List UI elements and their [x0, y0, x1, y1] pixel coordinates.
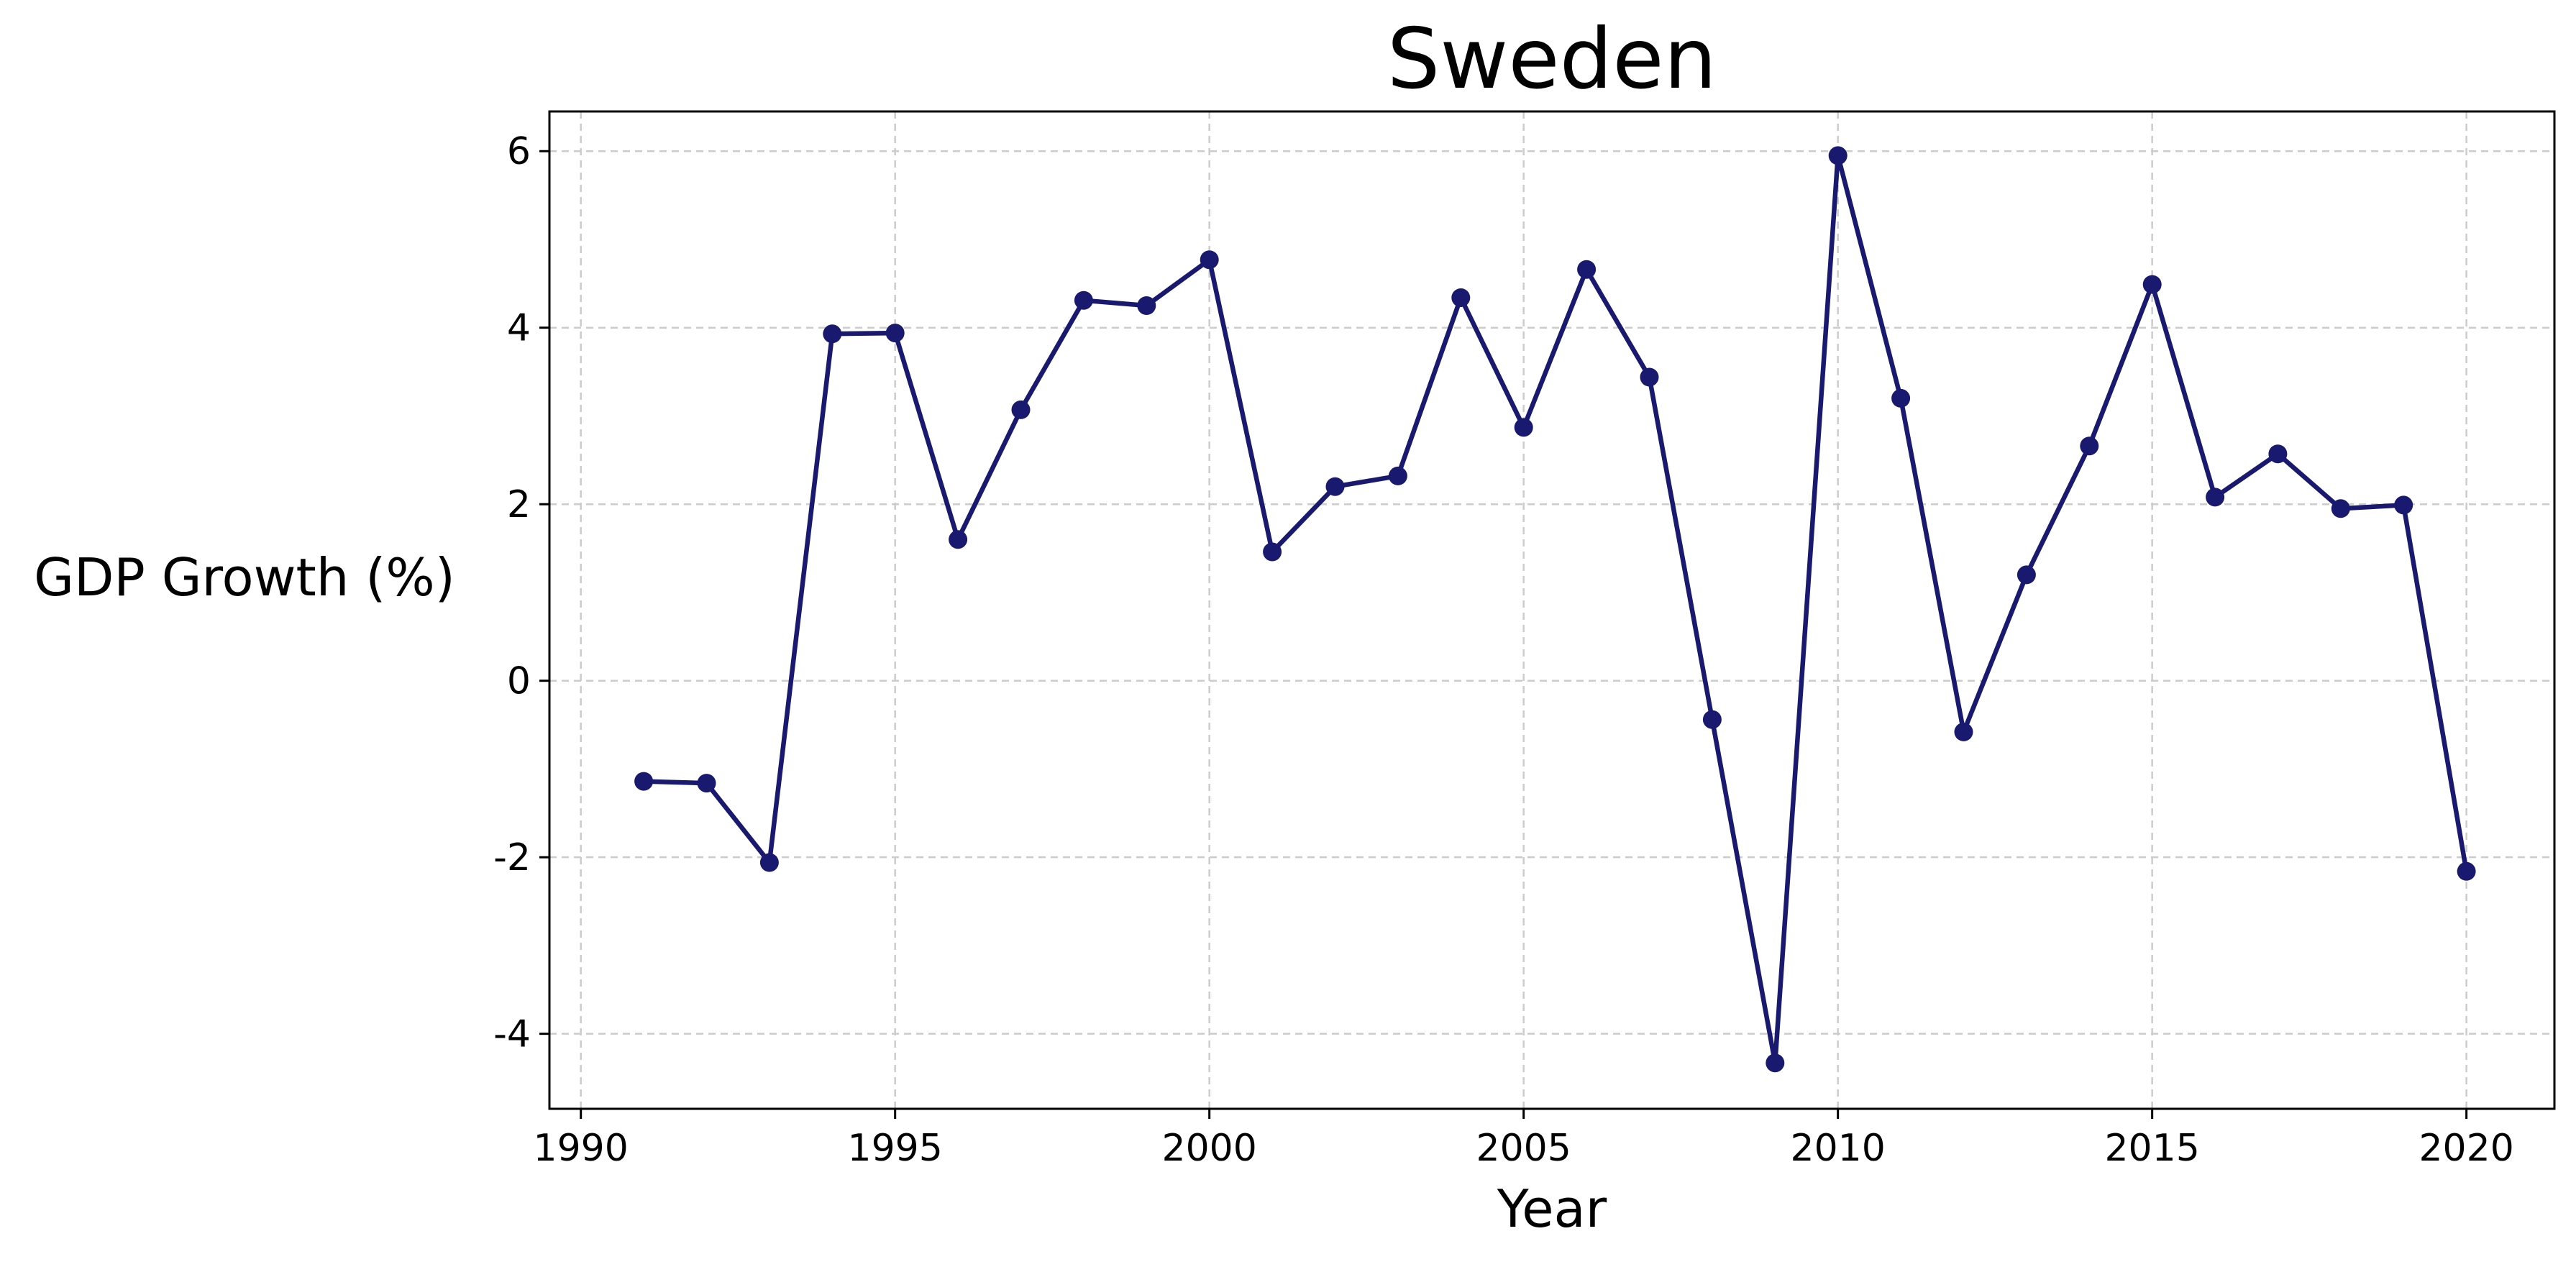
grid: [549, 111, 2554, 1109]
data-point-2004: [1451, 288, 1471, 307]
data-point-1999: [1137, 296, 1156, 315]
data-point-2007: [1640, 367, 1659, 387]
x-tick-label: 2020: [2419, 1127, 2513, 1170]
data-point-2020: [2457, 861, 2476, 881]
y-tick-label: -4: [493, 1013, 531, 1056]
data-point-2016: [2206, 488, 2225, 507]
data-point-1991: [634, 772, 654, 791]
data-point-2001: [1263, 542, 1282, 562]
gdp-growth-series-line: [641, 153, 2469, 1066]
x-tick-label: 2005: [1476, 1127, 1571, 1170]
data-point-2017: [2268, 444, 2288, 464]
y-axis-label: GDP Growth (%): [34, 547, 455, 608]
data-point-2005: [1514, 418, 1533, 437]
data-point-2019: [2394, 495, 2413, 515]
data-point-2015: [2142, 275, 2162, 294]
x-axis-label: Year: [1497, 1179, 1607, 1239]
x-tick-label: 2015: [2104, 1127, 2199, 1170]
y-tick-label: 4: [507, 307, 531, 350]
data-point-1996: [949, 530, 968, 549]
y-tick-label: -2: [493, 836, 531, 879]
data-point-2012: [1954, 722, 1973, 741]
data-point-1993: [759, 853, 779, 872]
data-point-2002: [1325, 477, 1345, 496]
x-tick-label: 1995: [848, 1127, 943, 1170]
data-point-2018: [2331, 499, 2350, 518]
data-point-2003: [1388, 466, 1407, 485]
y-tick-label: 0: [507, 660, 531, 703]
data-point-1998: [1074, 291, 1093, 310]
x-tick-label: 2010: [1790, 1127, 1885, 1170]
y-tick-label: 2: [507, 483, 531, 526]
data-point-1992: [697, 774, 716, 793]
series-layer: [634, 146, 2476, 1073]
x-tick-label: 2000: [1162, 1127, 1257, 1170]
axis-ticks: 1990 1995 2000 2005 2010 2015 2020 -4 -2 0 2 4 6: [493, 130, 2514, 1170]
data-point-2013: [2017, 565, 2036, 585]
data-point-1997: [1011, 400, 1031, 419]
data-point-2008: [1702, 710, 1722, 729]
data-point-2010: [1828, 146, 1847, 165]
data-point-1995: [885, 324, 905, 343]
plot-area-frame: [548, 110, 2556, 1110]
data-point-2006: [1577, 260, 1597, 279]
chart-title: Sweden: [1387, 11, 1717, 108]
data-point-1994: [823, 324, 842, 344]
x-tick-label: 1990: [534, 1127, 629, 1170]
data-point-2000: [1200, 250, 1219, 270]
data-point-2011: [1891, 388, 1911, 408]
y-tick-label: 6: [507, 130, 531, 173]
data-point-2014: [2080, 436, 2099, 456]
data-point-2009: [1766, 1053, 1785, 1073]
